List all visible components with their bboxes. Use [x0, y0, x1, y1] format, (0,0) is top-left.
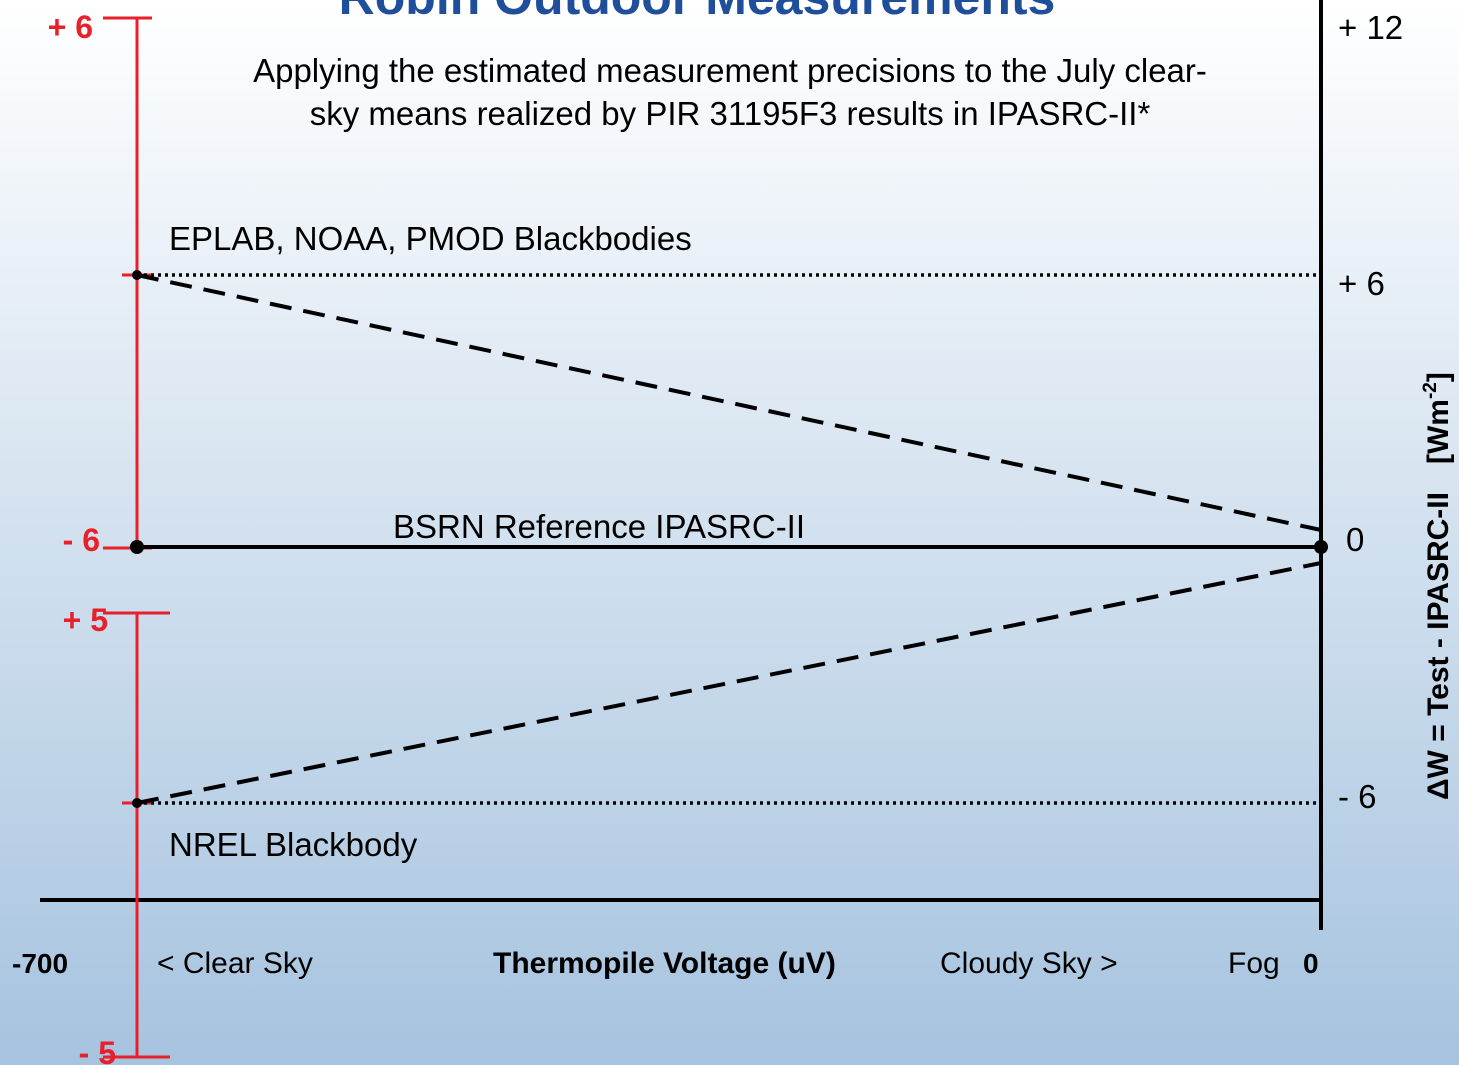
scale-label: - 5 [79, 1035, 116, 1065]
point [130, 540, 144, 554]
axis-end-label: 0 [1303, 948, 1319, 979]
axis-note: Cloudy Sky > [940, 947, 1118, 980]
tick-label: + 12 [1338, 9, 1403, 46]
scale-label: + 5 [63, 602, 108, 638]
line-label: EPLAB, NOAA, PMOD Blackbodies [169, 220, 692, 257]
scale-label: - 6 [63, 522, 100, 558]
axis-note: < Clear Sky [157, 947, 313, 980]
point [1314, 540, 1328, 554]
tick-label: + 6 [1338, 265, 1385, 302]
axis-title: Thermopile Voltage (uV) [493, 947, 836, 980]
axis-unit: [Wm [1422, 399, 1455, 464]
axis-title: ΔW = Test - IPASRC-II [Wm-2] [1420, 372, 1455, 800]
line-label: NREL Blackbody [169, 826, 418, 863]
point [132, 270, 142, 280]
title: Robin Outdoor Measurements [339, 0, 1056, 25]
point [132, 798, 142, 808]
subtitle-line: sky means realized by PIR 31195F3 result… [310, 95, 1151, 132]
dashed-line [136, 561, 1322, 805]
axis-unit: ] [1422, 372, 1455, 382]
subtitle-line: Applying the estimated measurement preci… [253, 52, 1207, 89]
tick-label: - 6 [1338, 778, 1377, 815]
tick-label: 0 [1346, 521, 1364, 558]
line-label: BSRN Reference IPASRC-II [393, 508, 805, 545]
scale-label: + 6 [48, 9, 93, 45]
axis-end-label: -700 [12, 948, 68, 979]
axis-title-main: ΔW = Test - IPASRC-II [1422, 492, 1455, 800]
axis-unit-sup: -2 [1420, 382, 1441, 399]
axis-note: Fog [1228, 947, 1280, 980]
